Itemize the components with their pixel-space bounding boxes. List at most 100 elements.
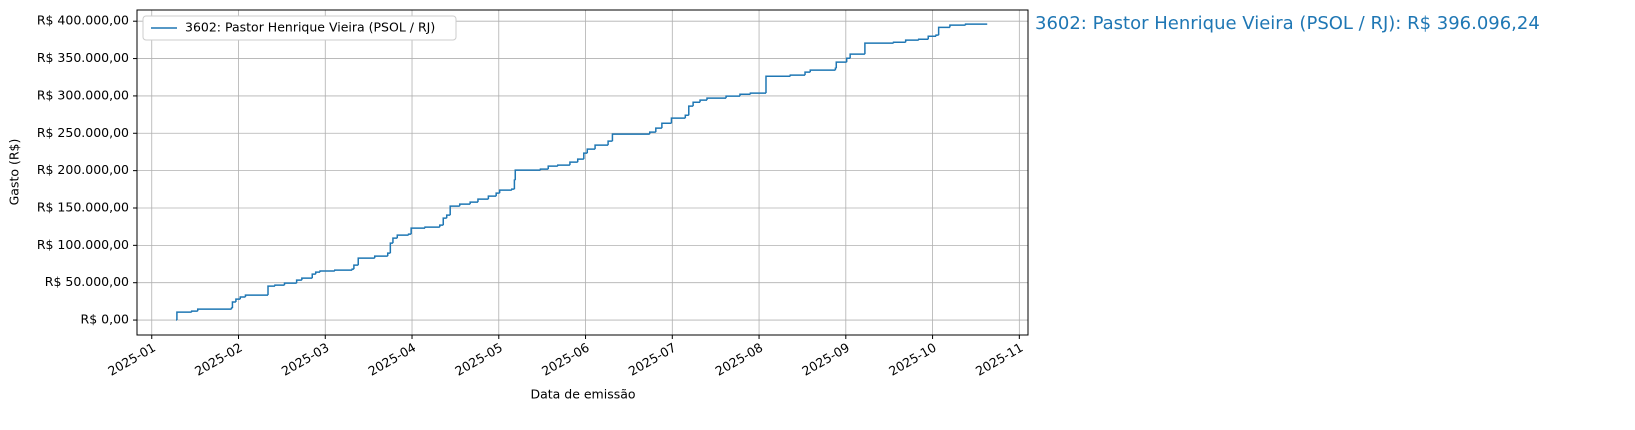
y-tick-label: R$ 0,00 xyxy=(81,312,129,327)
x-tick-label: 2025-04 xyxy=(366,340,419,379)
step-segment xyxy=(449,205,460,216)
step-segment xyxy=(190,310,198,313)
step-segment xyxy=(314,271,321,275)
step-segment xyxy=(586,148,596,154)
x-tick-label: 2025-08 xyxy=(713,340,766,379)
step-segment xyxy=(442,217,447,226)
step-segment xyxy=(458,203,471,207)
step-segment xyxy=(655,127,662,133)
step-segment xyxy=(699,99,707,103)
x-tick-label: 2025-09 xyxy=(799,340,852,379)
y-tick-label: R$ 150.000,00 xyxy=(37,199,129,214)
step-segment xyxy=(539,168,549,171)
step-segment xyxy=(661,122,672,129)
step-segment xyxy=(230,307,233,310)
step-segment xyxy=(964,23,988,26)
step-segment xyxy=(267,285,275,296)
y-tick-label: R$ 350.000,00 xyxy=(37,50,129,65)
step-segment xyxy=(725,95,740,99)
step-segment xyxy=(396,234,409,239)
step-segment xyxy=(389,242,393,254)
legend: 3602: Pastor Henrique Vieira (PSOL / RJ) xyxy=(142,15,457,41)
step-segment xyxy=(935,34,939,37)
step-segment xyxy=(410,227,426,235)
step-segment xyxy=(319,270,335,273)
x-tick-label: 2025-01 xyxy=(105,340,158,379)
step-segment xyxy=(407,233,412,236)
step-segment xyxy=(670,117,686,124)
step-segment xyxy=(765,75,791,94)
step-segment xyxy=(495,192,500,197)
step-segment xyxy=(283,282,297,286)
x-tick-label: 2025-11 xyxy=(973,340,1026,379)
y-tick-label: R$ 300.000,00 xyxy=(37,87,129,102)
y-tick-label: R$ 400.000,00 xyxy=(37,13,129,28)
step-segment xyxy=(607,140,613,146)
x-tick-label: 2025-07 xyxy=(626,340,679,379)
step-segment xyxy=(789,74,806,77)
step-segment xyxy=(295,279,302,284)
step-segment xyxy=(688,105,694,116)
step-segment xyxy=(804,71,811,76)
step-segment xyxy=(445,214,451,219)
step-segment xyxy=(513,179,516,190)
step-segment xyxy=(739,93,751,97)
step-segment xyxy=(511,188,515,191)
x-tick-label: 2025-05 xyxy=(452,340,505,379)
step-segment xyxy=(477,198,489,203)
step-segment xyxy=(386,252,391,257)
step-segment xyxy=(576,158,584,163)
step-segment xyxy=(834,67,837,71)
step-segment xyxy=(557,164,570,167)
step-segment xyxy=(235,298,241,303)
x-tick-label: 2025-02 xyxy=(192,340,245,379)
step-segment xyxy=(849,53,865,59)
y-tick-label: R$ 100.000,00 xyxy=(37,237,129,252)
x-tick-label: 2025-03 xyxy=(279,340,332,379)
x-axis-label: Data de emissão xyxy=(530,387,635,402)
step-segment xyxy=(176,311,192,321)
step-segment xyxy=(231,301,236,309)
step-segment xyxy=(845,57,851,63)
step-segment xyxy=(239,296,246,300)
step-segment xyxy=(351,268,354,271)
step-segment xyxy=(498,189,512,194)
step-segment xyxy=(648,131,656,135)
y-tick-label: R$ 250.000,00 xyxy=(37,125,129,140)
step-segment xyxy=(927,35,937,40)
step-segment xyxy=(809,69,836,73)
x-tick-label: 2025-06 xyxy=(539,340,592,379)
step-segment xyxy=(864,42,894,55)
step-segment xyxy=(949,24,966,28)
step-segment xyxy=(892,41,906,44)
step-segment xyxy=(196,308,232,312)
legend-label: 3602: Pastor Henrique Vieira (PSOL / RJ) xyxy=(185,20,435,35)
y-tick-label: R$ 50.000,00 xyxy=(45,274,129,289)
step-segment xyxy=(469,201,478,205)
step-segment xyxy=(749,92,766,95)
step-segment xyxy=(514,169,541,181)
step-segment xyxy=(611,133,650,142)
step-segment xyxy=(583,152,588,160)
legend-box xyxy=(142,15,457,41)
step-segment xyxy=(439,224,444,228)
step-segment xyxy=(684,114,689,119)
step-segment xyxy=(392,237,398,244)
step-segment xyxy=(424,226,440,229)
x-tick-label: 2025-10 xyxy=(886,340,939,379)
step-segment xyxy=(357,257,375,266)
step-segment xyxy=(487,195,497,200)
y-tick-label: R$ 200.000,00 xyxy=(37,162,129,177)
step-segment xyxy=(311,273,316,279)
step-segment xyxy=(569,161,578,166)
step-segment xyxy=(904,39,919,43)
plot-frame xyxy=(136,9,1029,336)
step-segment xyxy=(353,264,359,270)
step-segment xyxy=(937,26,950,36)
step-segment xyxy=(334,269,353,272)
step-segment xyxy=(244,294,269,298)
step-segment xyxy=(274,284,285,287)
step-segment xyxy=(547,165,558,170)
step-segment xyxy=(301,277,313,281)
